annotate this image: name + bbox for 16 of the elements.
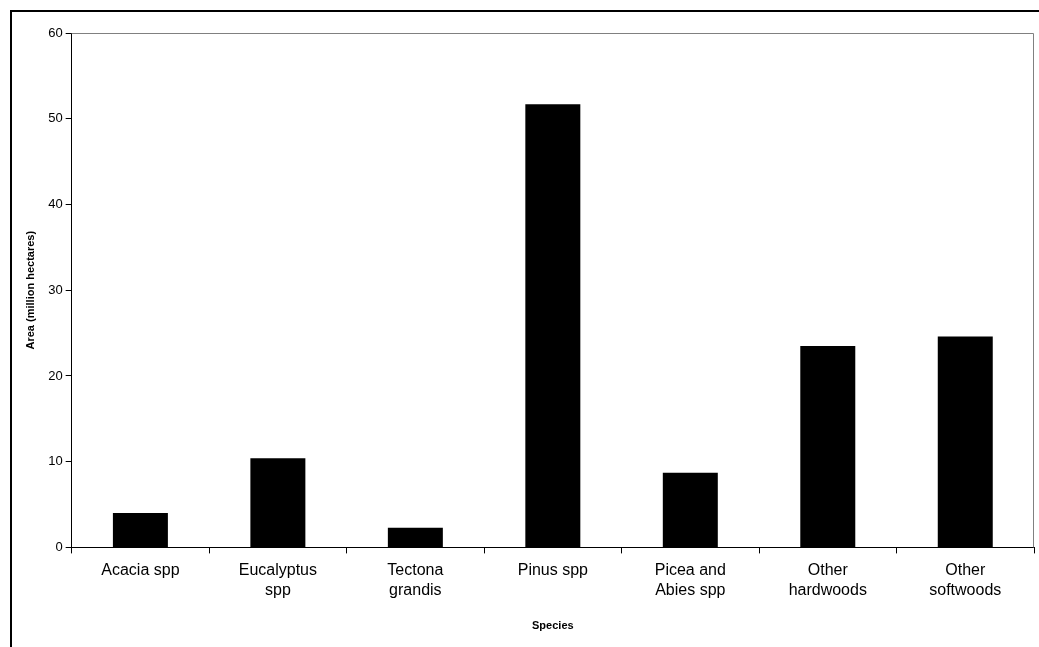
y-tick-label: 30 <box>48 281 63 297</box>
y-tick-label: 20 <box>48 367 63 383</box>
x-tick-label: Other softwoods <box>929 561 1002 598</box>
x-axis-title: Species <box>532 619 574 632</box>
y-tick-label: 50 <box>48 110 63 126</box>
x-tick-label: Picea and Abies spp <box>654 561 726 598</box>
x-tick-label: Eucalyptus spp <box>238 561 318 598</box>
x-tick-label: Pinus spp <box>517 561 589 579</box>
y-axis-title: Area (million hectares) <box>23 230 36 350</box>
x-tick-label: Other hardwoods <box>788 561 867 598</box>
y-tick-label: 60 <box>48 24 63 40</box>
x-tick-label: Tectona grandis <box>387 561 444 598</box>
x-tick-label: Acacia spp <box>101 561 180 579</box>
y-tick-label: 10 <box>48 453 63 469</box>
y-tick-label: 0 <box>55 538 63 554</box>
y-tick-label: 40 <box>48 196 63 212</box>
